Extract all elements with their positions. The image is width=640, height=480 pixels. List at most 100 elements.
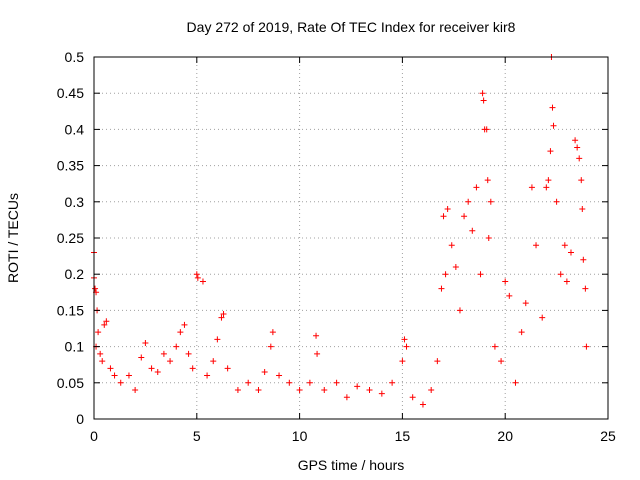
data-point (533, 242, 540, 249)
data-point (512, 379, 519, 386)
data-point (142, 339, 149, 346)
data-point (194, 274, 201, 281)
data-point (218, 314, 225, 321)
data-point (306, 379, 313, 386)
data-point (389, 379, 396, 386)
data-point (545, 177, 552, 184)
x-tick-label: 10 (292, 428, 308, 444)
data-point (557, 271, 564, 278)
data-point (101, 321, 108, 328)
data-point (461, 213, 468, 220)
data-point (354, 383, 361, 390)
data-point (103, 318, 110, 325)
data-point (578, 177, 585, 184)
data-point (452, 263, 459, 270)
y-tick-label: 0.2 (65, 266, 85, 282)
data-point (550, 122, 557, 129)
data-point (193, 271, 200, 278)
data-point (487, 198, 494, 205)
data-point (480, 97, 487, 104)
data-point (574, 144, 581, 151)
data-point (579, 206, 586, 213)
y-tick-label: 0 (76, 411, 84, 427)
data-point (95, 329, 102, 336)
data-point (154, 368, 161, 375)
data-point (125, 372, 132, 379)
data-point (549, 104, 556, 111)
data-point (477, 271, 484, 278)
data-point (210, 358, 217, 365)
y-tick-label: 0.25 (57, 230, 84, 246)
data-point (522, 300, 529, 307)
data-point (220, 311, 227, 318)
data-point (261, 368, 268, 375)
data-point (434, 358, 441, 365)
data-point (498, 358, 505, 365)
data-points (91, 54, 590, 408)
axis-ticks: 0 5 10 15 20 25 0 0.05 0.1 0.15 0.2 0.25 0.3 0.35 0.4 0… (57, 49, 616, 444)
data-point (479, 90, 486, 97)
data-point (177, 329, 184, 336)
data-point (442, 271, 449, 278)
data-point (401, 336, 408, 343)
data-point (506, 292, 513, 299)
data-point (189, 365, 196, 372)
data-point (148, 365, 155, 372)
data-point (518, 329, 525, 336)
y-tick-label: 0.35 (57, 158, 84, 174)
data-point (173, 343, 180, 350)
data-point (580, 256, 587, 263)
y-tick-label: 0.4 (65, 121, 85, 137)
data-point (132, 387, 139, 394)
data-point (553, 198, 560, 205)
y-tick-label: 0.3 (65, 194, 85, 210)
data-point (403, 343, 410, 350)
data-point (428, 387, 435, 394)
x-tick-label: 0 (90, 428, 98, 444)
grid (94, 57, 608, 419)
y-axis-label: ROTI / TECUs (5, 193, 21, 283)
data-point (214, 336, 221, 343)
data-point (563, 278, 570, 285)
data-point (491, 343, 498, 350)
data-point (107, 365, 114, 372)
data-point (440, 213, 447, 220)
data-point (399, 358, 406, 365)
data-point (181, 321, 188, 328)
x-tick-label: 25 (600, 428, 616, 444)
data-point (276, 372, 283, 379)
data-point (448, 242, 455, 249)
data-point (567, 249, 574, 256)
data-point (473, 184, 480, 191)
data-point (92, 285, 99, 292)
data-point (97, 350, 104, 357)
x-tick-label: 15 (395, 428, 411, 444)
data-point (269, 329, 276, 336)
data-point (444, 206, 451, 213)
data-point (543, 184, 550, 191)
data-point (572, 137, 579, 144)
data-point (378, 390, 385, 397)
data-point (343, 394, 350, 401)
data-point (245, 379, 252, 386)
y-tick-label: 0.15 (57, 302, 84, 318)
data-point (267, 343, 274, 350)
data-point (561, 242, 568, 249)
data-point (582, 285, 589, 292)
data-point (419, 401, 426, 408)
x-tick-label: 20 (497, 428, 513, 444)
data-point (483, 126, 490, 133)
x-axis-label: GPS time / hours (298, 457, 405, 473)
data-point (502, 278, 509, 285)
data-point (576, 155, 583, 162)
data-point (484, 177, 491, 184)
y-tick-label: 0.1 (65, 339, 85, 355)
data-point (539, 314, 546, 321)
data-point (485, 235, 492, 241)
data-point (583, 343, 590, 350)
data-point (117, 379, 124, 386)
data-point (313, 332, 320, 339)
data-point (234, 387, 241, 394)
chart-title: Day 272 of 2019, Rate Of TEC Index for r… (187, 19, 516, 35)
